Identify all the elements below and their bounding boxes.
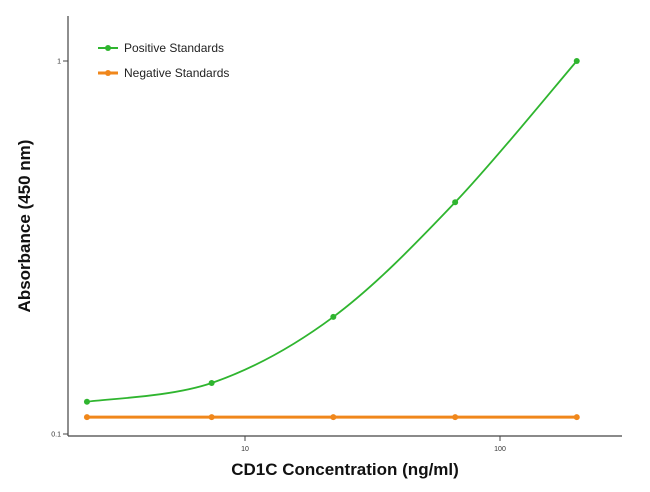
data-point-positive-standards-1 — [208, 380, 215, 387]
axes — [67, 16, 622, 437]
data-point-negative-standards-4 — [573, 414, 580, 421]
data-point-negative-standards-3 — [452, 414, 459, 421]
legend-marker-positive-standards — [105, 45, 111, 51]
series-group — [83, 58, 580, 421]
y-tick-label-1: 1 — [57, 59, 61, 66]
series-line-positive-standards — [86, 60, 578, 403]
data-point-negative-standards-1 — [208, 414, 215, 421]
series-negative-standards — [83, 414, 580, 421]
series-positive-standards — [83, 58, 580, 405]
legend-marker-negative-standards — [105, 70, 111, 76]
legend-label-positive-standards: Positive Standards — [124, 41, 224, 55]
y-axis-title: Absorbance (450 nm) — [15, 140, 34, 313]
legend-label-negative-standards: Negative Standards — [124, 66, 229, 80]
data-point-positive-standards-0 — [83, 398, 90, 405]
x-tick-label-0: 10 — [241, 446, 249, 453]
data-point-positive-standards-4 — [573, 58, 580, 64]
y-tick-label-0: 0.1 — [51, 432, 61, 439]
legend: Positive Standards Negative Standards — [98, 41, 229, 80]
x-tick-label-1: 100 — [494, 446, 506, 453]
data-point-negative-standards-2 — [330, 414, 337, 421]
data-point-negative-standards-0 — [83, 414, 90, 421]
ticks: 10 100 0.1 1 — [51, 59, 506, 454]
data-point-positive-standards-2 — [330, 313, 337, 320]
data-point-positive-standards-3 — [452, 199, 459, 206]
x-axis-title: CD1C Concentration (ng/ml) — [231, 460, 459, 479]
